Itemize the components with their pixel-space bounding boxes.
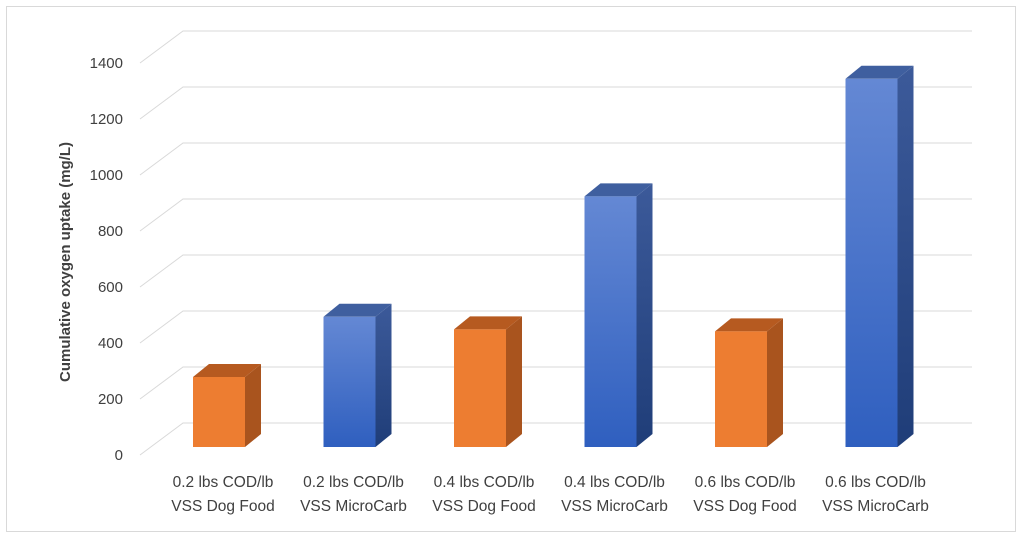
x-tick-label: VSS Dog Food xyxy=(171,498,274,515)
bar-front xyxy=(323,316,376,447)
x-tick-label: 0.4 lbs COD/lb xyxy=(564,474,665,491)
bar-top xyxy=(454,316,522,330)
gridline xyxy=(139,422,972,456)
bar-top xyxy=(323,303,392,317)
bar-side xyxy=(636,183,653,447)
x-tick-label: 0.6 lbs COD/lb xyxy=(695,474,796,491)
y-tick-label: 1400 xyxy=(90,55,123,72)
bar-side xyxy=(767,318,783,447)
x-tick-label: VSS MicroCarb xyxy=(561,498,668,515)
gridlines xyxy=(139,30,972,456)
y-tick-label: 600 xyxy=(98,279,123,296)
bar xyxy=(323,303,392,447)
y-tick-label: 1000 xyxy=(90,167,123,184)
gridline xyxy=(139,198,972,232)
bar-side xyxy=(375,303,392,447)
x-tick-label: VSS Dog Food xyxy=(693,498,796,515)
x-tick-label: VSS Dog Food xyxy=(432,498,535,515)
bar-top xyxy=(584,183,653,197)
bar xyxy=(193,364,261,447)
bar xyxy=(454,316,522,447)
bar xyxy=(715,318,783,447)
gridline xyxy=(139,30,972,64)
bar-front xyxy=(715,331,767,447)
x-tick-label: 0.2 lbs COD/lb xyxy=(173,474,274,491)
x-tick-label: 0.6 lbs COD/lb xyxy=(825,474,926,491)
x-tick-label: VSS MicroCarb xyxy=(300,498,407,515)
gridline xyxy=(139,310,972,344)
bar-front xyxy=(193,377,245,447)
y-tick-label: 400 xyxy=(98,335,123,352)
gridline xyxy=(139,142,972,176)
bar-top xyxy=(715,318,783,332)
bars xyxy=(193,65,914,448)
x-axis: 0.2 lbs COD/lb VSS Dog Food 0.2 lbs COD/lb… xyxy=(171,474,929,515)
bar-front xyxy=(845,78,898,448)
bar-side xyxy=(506,316,522,447)
y-tick-label: 800 xyxy=(98,223,123,240)
bar-top xyxy=(845,65,914,79)
x-tick-label: 0.2 lbs COD/lb xyxy=(303,474,404,491)
x-tick-label: 0.4 lbs COD/lb xyxy=(434,474,535,491)
x-tick-label: VSS MicroCarb xyxy=(822,498,929,515)
gridline xyxy=(139,254,972,288)
bar-front xyxy=(454,329,506,447)
bar-side xyxy=(245,364,261,447)
bar xyxy=(584,183,653,447)
bar-front xyxy=(584,196,637,447)
bar xyxy=(845,65,914,448)
y-axis: 0 200 400 600 800 1000 1200 1400 xyxy=(90,55,123,464)
y-axis-title: Cumulative oxygen uptake (mg/L) xyxy=(57,142,74,382)
bar-side xyxy=(897,65,914,448)
y-tick-label: 1200 xyxy=(90,111,123,128)
bar-top xyxy=(193,364,261,377)
gridline xyxy=(139,366,972,400)
gridline xyxy=(139,86,972,120)
y-tick-label: 0 xyxy=(115,447,123,464)
y-tick-label: 200 xyxy=(98,391,123,408)
